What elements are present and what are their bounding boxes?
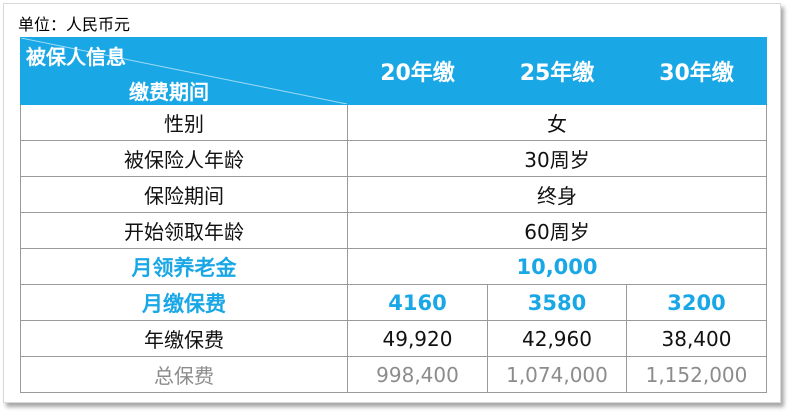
cell-20y: 998,400: [347, 356, 488, 393]
row-label: 保险期间: [20, 176, 348, 213]
cell-30y: 3200: [626, 284, 767, 321]
cell-30y: 38,400: [626, 320, 767, 357]
row-label: 性别: [20, 104, 348, 141]
premium-table: 被保人信息 缴费期间 20年缴 25年缴 30年缴 性别 女 被保险人年龄 30…: [20, 37, 767, 393]
corner-header-cell: 被保人信息 缴费期间: [20, 37, 348, 105]
column-header-30y: 30年缴: [626, 37, 767, 105]
diagonal-divider: [21, 38, 347, 104]
row-label: 被保险人年龄: [20, 140, 348, 177]
cell-20y: 4160: [347, 284, 488, 321]
row-value: 30周岁: [347, 140, 767, 177]
unit-label: 单位：人民币元: [18, 15, 131, 34]
row-label: 月领养老金: [20, 248, 348, 285]
corner-bottom-label: 缴费期间: [129, 80, 209, 104]
cell-25y: 1,074,000: [487, 356, 627, 393]
table-card: 单位：人民币元 被保人信息 缴费期间 20年缴 25年缴 30年缴 性别 女: [3, 3, 781, 403]
row-value: 10,000: [347, 248, 767, 285]
corner-top-label: 被保人信息: [26, 45, 126, 69]
table-row-insured-age: 被保险人年龄 30周岁: [20, 140, 767, 177]
row-value: 60周岁: [347, 212, 767, 249]
cell-20y: 49,920: [347, 320, 488, 357]
row-value: 终身: [347, 176, 767, 213]
cell-25y: 3580: [487, 284, 627, 321]
row-label: 月缴保费: [20, 284, 348, 321]
column-header-25y: 25年缴: [487, 37, 627, 105]
table-row-total-premium: 总保费 998,400 1,074,000 1,152,000: [20, 356, 767, 393]
row-label: 开始领取年龄: [20, 212, 348, 249]
table-row-monthly-premium: 月缴保费 4160 3580 3200: [20, 284, 767, 321]
table-row-monthly-pension: 月领养老金 10,000: [20, 248, 767, 285]
header-row: 被保人信息 缴费期间 20年缴 25年缴 30年缴: [20, 37, 767, 105]
row-value: 女: [347, 104, 767, 141]
table-row-gender: 性别 女: [20, 104, 767, 141]
table-row-annual-premium: 年缴保费 49,920 42,960 38,400: [20, 320, 767, 357]
table-row-start-age: 开始领取年龄 60周岁: [20, 212, 767, 249]
cell-30y: 1,152,000: [626, 356, 767, 393]
table-row-coverage-period: 保险期间 终身: [20, 176, 767, 213]
row-label: 总保费: [20, 356, 348, 393]
row-label: 年缴保费: [20, 320, 348, 357]
column-header-20y: 20年缴: [347, 37, 488, 105]
cell-25y: 42,960: [487, 320, 627, 357]
